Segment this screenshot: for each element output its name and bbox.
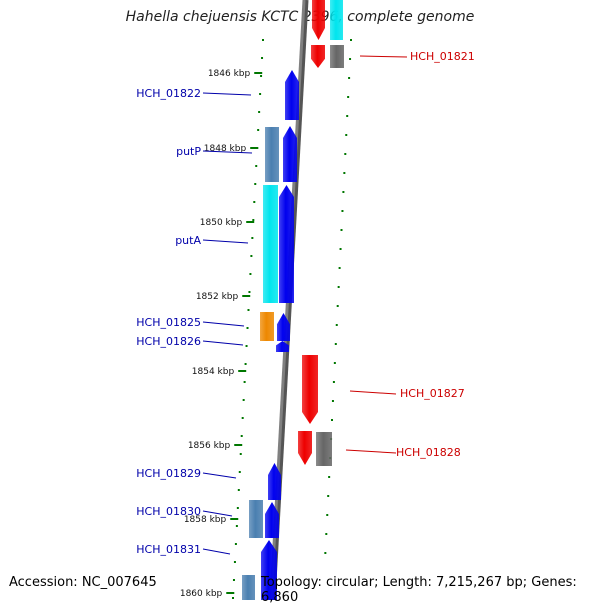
leader-line-forward <box>202 150 253 154</box>
gene-hch-01825 <box>277 313 290 341</box>
gene-label-forward: HCH_01826 <box>136 335 201 348</box>
scale-label: 1846 kbp <box>208 69 251 79</box>
gene-label-forward: HCH_01825 <box>136 316 201 329</box>
gene-label-forward: putA <box>175 234 201 247</box>
page-title: Hahella chejuensis KCTC 2396, complete g… <box>125 9 475 25</box>
leader-line-reverse <box>345 449 397 454</box>
gene-red-top <box>312 0 325 40</box>
gene-gray-top <box>330 45 344 68</box>
gene-hch-01827 <box>302 355 318 424</box>
gene-label-forward: putP <box>176 145 201 158</box>
gene-steel-c <box>242 575 255 600</box>
scale-label: 1856 kbp <box>188 441 231 451</box>
gene-label-forward: HCH_01830 <box>136 505 201 518</box>
gene-hch-01826 <box>276 341 289 352</box>
accession-text: Accession: NC_007645 <box>9 575 157 590</box>
scale-label: 1848 kbp <box>204 144 247 154</box>
gene-putp <box>283 126 297 182</box>
leader-line-forward <box>202 239 249 244</box>
gene-label-forward: HCH_01822 <box>136 87 201 100</box>
leader-line-forward <box>202 548 231 555</box>
leader-line-forward <box>202 510 233 517</box>
scale-label: 1850 kbp <box>200 218 243 228</box>
leader-line-forward <box>202 340 244 346</box>
gene-hch-01821 <box>311 45 325 68</box>
gene-orange <box>260 312 274 341</box>
scale-label: 1858 kbp <box>184 515 227 525</box>
leader-line-forward <box>202 92 252 96</box>
leader-line-forward <box>202 321 245 327</box>
gene-hch-01828 <box>316 432 332 466</box>
gene-steel-b <box>249 500 263 538</box>
leader-line-forward <box>202 472 237 479</box>
gene-label-forward: HCH_01831 <box>136 543 201 556</box>
gene-label-reverse: HCH_01827 <box>400 387 465 400</box>
gene-puta <box>279 185 294 303</box>
gene-label-reverse: HCH_01828 <box>396 446 461 459</box>
gene-cyan-top <box>330 0 343 40</box>
scale-label: 1854 kbp <box>192 367 235 377</box>
gene-cyan-a <box>263 185 278 303</box>
gene-steel-a <box>265 127 279 182</box>
gene-label-forward: HCH_01829 <box>136 467 201 480</box>
topology-text: Topology: circular; Length: 7,215,267 bp… <box>261 575 577 605</box>
scale-label: 1852 kbp <box>196 292 239 302</box>
gene-hch-01830 <box>265 502 279 538</box>
gene-hch-01822 <box>285 70 299 120</box>
leader-line-reverse <box>349 390 397 395</box>
gene-hch-01831 <box>261 540 277 600</box>
gene-hch-01829 <box>268 463 281 500</box>
gene-red-b <box>298 431 312 465</box>
leader-line-reverse <box>359 55 408 58</box>
scale-label: 1860 kbp <box>180 589 223 599</box>
gene-label-reverse: HCH_01821 <box>410 50 475 63</box>
